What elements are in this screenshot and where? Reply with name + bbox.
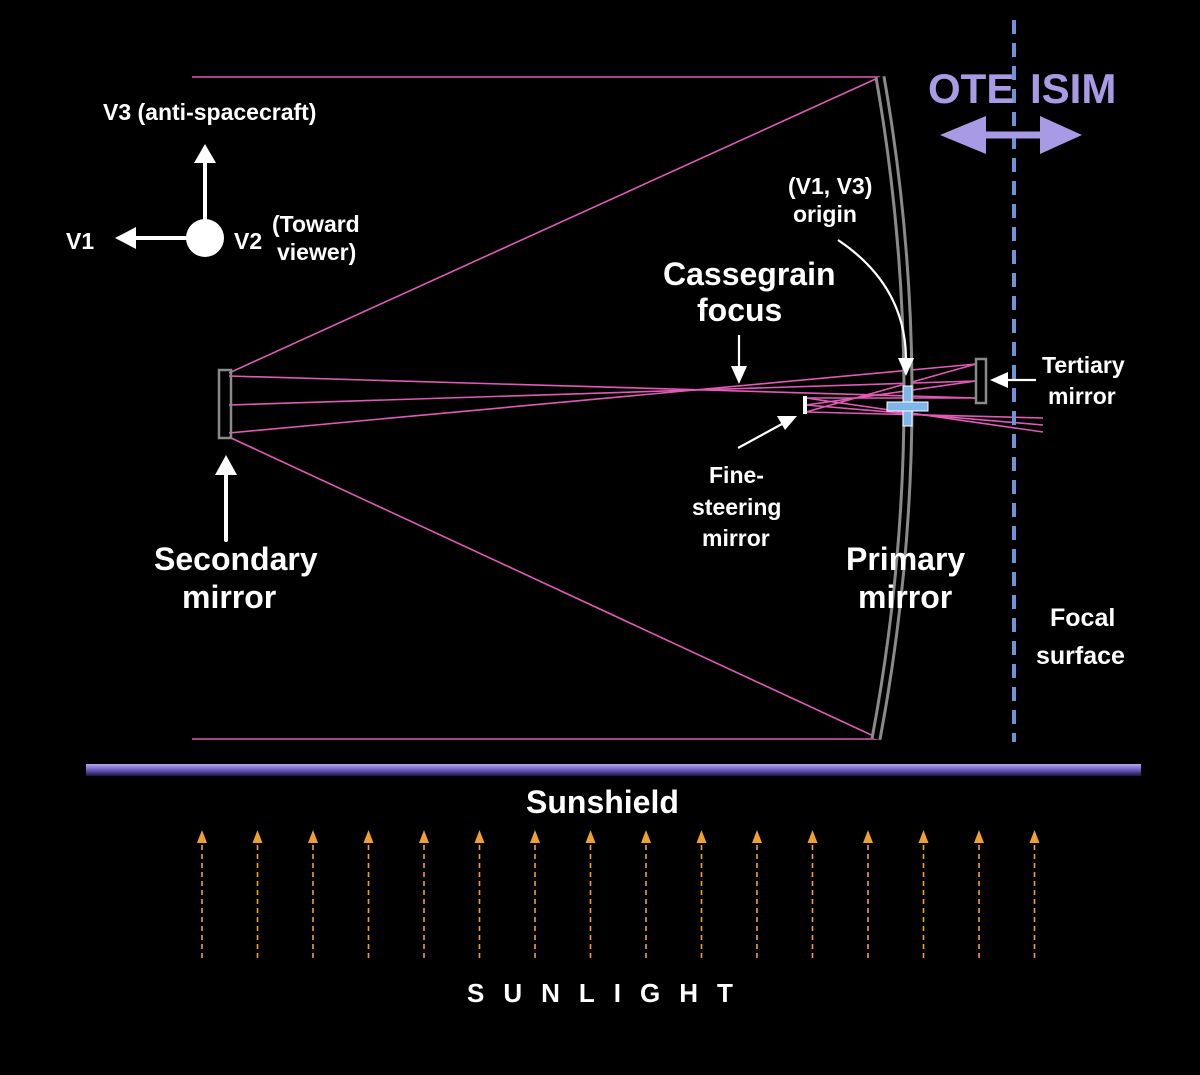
sunlight-label: SUNLIGHT [467, 978, 752, 1008]
tertiary-label-line2: mirror [1048, 383, 1116, 409]
tertiary-mirror-shape [974, 357, 988, 405]
dashed-up-arrow-icon [752, 830, 762, 958]
pointer-arrows [215, 239, 1036, 542]
v2-note-line2: viewer) [277, 239, 356, 265]
fine-steering-label-line2: steering [692, 494, 781, 520]
v2-axis-label: V2 [234, 228, 262, 254]
sunshield-label: Sunshield [526, 784, 679, 820]
v2-note-line1: (Toward [272, 211, 360, 237]
secondary-label-line2: mirror [182, 579, 276, 615]
primary-to-secondary-ray-bottom [228, 436, 881, 740]
dashed-up-arrow-icon [696, 830, 707, 958]
secondary-to-tertiary-ray-a [228, 375, 977, 399]
secondary-label-line1: Secondary [154, 541, 318, 577]
coordinate-axes [115, 144, 216, 249]
dashed-up-arrow-icon [363, 830, 374, 958]
dashed-up-arrow-icon [585, 830, 596, 958]
dashed-up-arrow-icon [863, 830, 873, 958]
dashed-up-arrow-icon [197, 830, 207, 958]
primary-label-line2: mirror [858, 579, 952, 615]
primary-label-line1: Primary [846, 541, 965, 577]
tertiary-to-fsm-ray-a [805, 363, 977, 413]
dashed-up-arrow-icon [419, 830, 429, 958]
focal-label-line1: Focal [1050, 604, 1115, 632]
v1-axis-label: V1 [66, 228, 94, 254]
secondary-to-tertiary-ray-c [228, 380, 977, 406]
dashed-up-arrow-icon [974, 830, 984, 958]
cassegrain-label-line2: focus [697, 292, 782, 328]
fine-steering-label-line1: Fine- [709, 462, 764, 488]
dashed-up-arrow-icon [918, 830, 929, 958]
light-ray-paths [192, 76, 1044, 740]
dashed-up-arrow-icon [641, 830, 651, 958]
dashed-up-arrow-icon [308, 830, 318, 958]
dashed-up-arrow-icon [474, 830, 485, 958]
origin-label-line1: (V1, V3) [788, 173, 872, 199]
sunshield-bar [86, 764, 1141, 776]
cassegrain-label-line1: Cassegrain [663, 256, 836, 292]
focal-label-line2: surface [1036, 642, 1125, 670]
ote-isim-double-arrow [940, 116, 1082, 154]
filled-circle-icon [186, 219, 224, 257]
fsm-to-focal-ray-c [805, 404, 1044, 426]
fine-steering-mirror-shape [803, 396, 807, 414]
secondary-mirror-shape [217, 368, 233, 440]
secondary-to-tertiary-ray-b [228, 363, 977, 434]
dashed-up-arrow-icon [530, 830, 540, 958]
fine-steering-label-line3: mirror [702, 525, 770, 551]
dashed-up-arrow-icon [1029, 830, 1040, 958]
sunlight-arrows [197, 830, 1040, 958]
tertiary-to-fsm-ray-c [805, 380, 977, 406]
dashed-up-arrow-icon [252, 830, 263, 958]
isim-label: ISIM [1030, 65, 1116, 112]
ote-label: OTE [928, 65, 1014, 112]
v3-axis-label: V3 (anti-spacecraft) [103, 99, 316, 125]
tertiary-label-line1: Tertiary [1042, 352, 1125, 378]
dashed-up-arrow-icon [807, 830, 818, 958]
primary-to-secondary-ray-top [228, 76, 881, 374]
origin-label-line2: origin [793, 201, 857, 227]
plus-cross-icon [886, 385, 929, 427]
